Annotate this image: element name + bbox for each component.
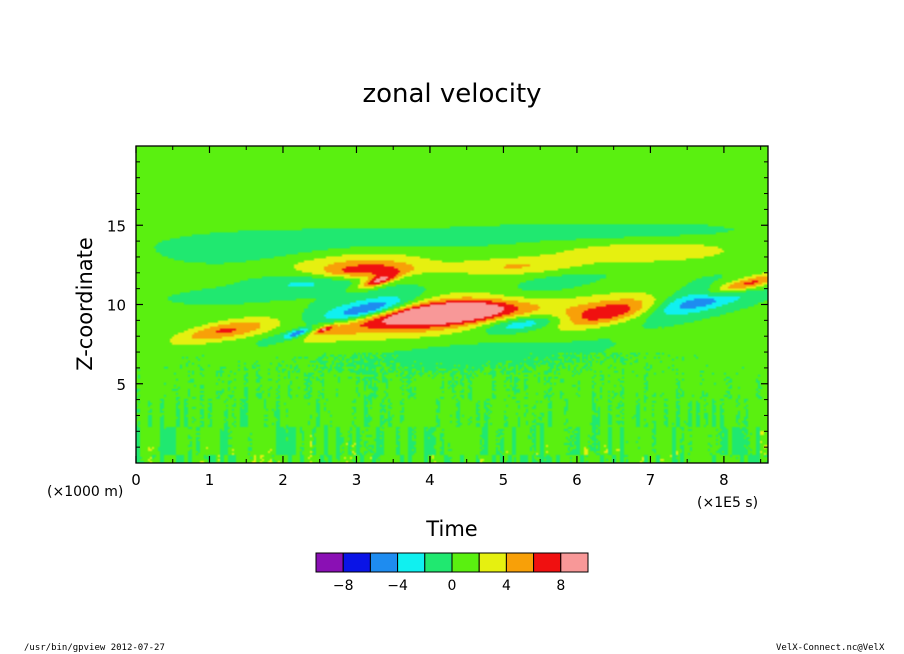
zonal-velocity-field xyxy=(136,146,768,463)
colorbar-swatch xyxy=(424,552,453,573)
colorbar-tick-label: −4 xyxy=(387,578,408,594)
y-tick-label: 15 xyxy=(107,217,126,235)
colorbar-tick-label: 4 xyxy=(502,578,511,594)
x-axis-label: Time xyxy=(425,517,477,541)
y-axis: 5 10 15 xyxy=(107,161,768,448)
x-tick-label: 1 xyxy=(205,471,215,489)
colorbar: −8 −4 0 4 8 xyxy=(315,552,589,594)
colorbar-tick-label: 8 xyxy=(556,578,565,594)
x-tick-label: 7 xyxy=(646,471,656,489)
x-tick-label: 2 xyxy=(278,471,288,489)
colorbar-swatch xyxy=(397,552,426,573)
colorbar-swatch xyxy=(478,552,507,573)
x-axis-unit: (×1E5 s) xyxy=(697,495,758,511)
colorbar-swatch xyxy=(560,552,589,573)
footer-right: VelX-Connect.nc@VelX xyxy=(776,643,885,653)
y-tick-label: 10 xyxy=(107,297,126,315)
y-axis-label: Z-coordinate xyxy=(73,237,97,371)
colorbar-swatch xyxy=(369,552,399,573)
colorbar-swatch xyxy=(315,552,344,573)
colorbar-swatch xyxy=(505,552,535,573)
y-axis-unit: (×1000 m) xyxy=(47,484,123,500)
chart-title: zonal velocity xyxy=(362,79,541,109)
colorbar-tick-label: 0 xyxy=(448,578,457,594)
x-tick-label: 6 xyxy=(572,471,582,489)
colorbar-swatch xyxy=(451,552,480,573)
x-tick-label: 8 xyxy=(719,471,729,489)
x-tick-label: 5 xyxy=(499,471,509,489)
x-axis: 0 1 2 3 4 5 6 7 8 xyxy=(131,146,762,489)
x-tick-label: 4 xyxy=(425,471,435,489)
x-tick-label: 0 xyxy=(131,471,141,489)
colorbar-swatch xyxy=(342,552,371,573)
footer-left: /usr/bin/gpview 2012-07-27 xyxy=(24,643,165,653)
x-tick-label: 3 xyxy=(352,471,362,489)
colorbar-tick-label: −8 xyxy=(333,578,354,594)
y-tick-label: 5 xyxy=(116,376,126,394)
colorbar-swatch xyxy=(533,552,562,573)
